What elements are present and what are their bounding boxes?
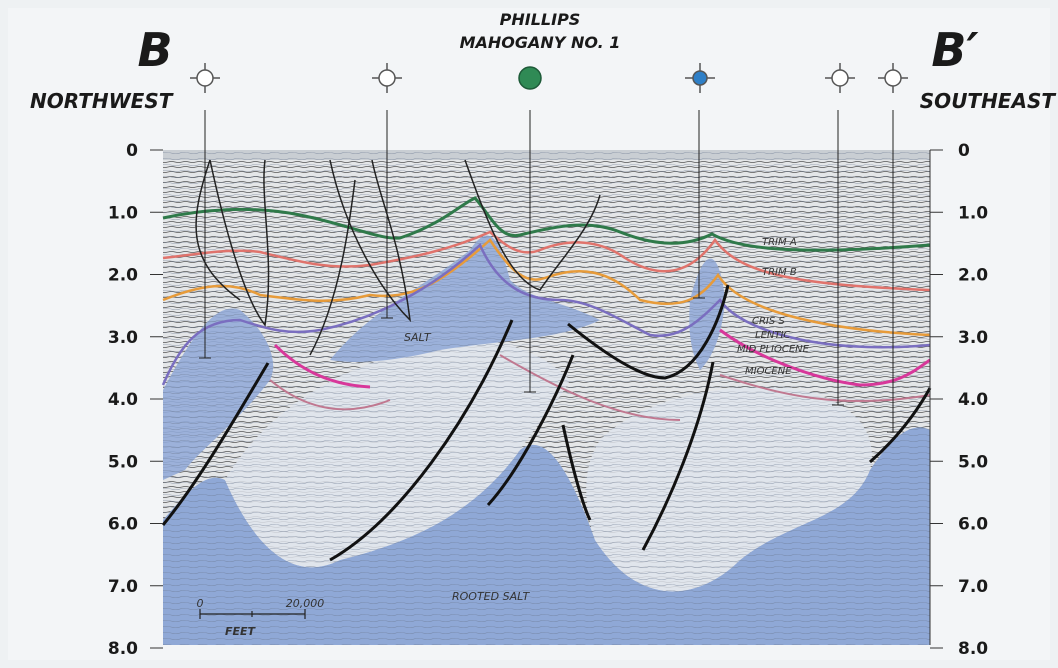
depth-label-right: 2.0 <box>958 266 988 286</box>
depth-label-left: 4.0 <box>108 390 138 410</box>
depth-label-right: 1.0 <box>958 203 988 223</box>
scale-end: 20,000 <box>286 597 325 610</box>
depth-label-right: 8.0 <box>958 639 988 659</box>
depth-label-right: 3.0 <box>958 328 988 348</box>
depth-label-right: 0 <box>958 141 970 161</box>
section-end-right: B′ <box>931 23 978 77</box>
section-end-left: B <box>137 23 172 77</box>
horizon-label: LENTIC <box>755 330 790 341</box>
horizon-label: CRIS S <box>752 316 785 327</box>
depth-label-left: 8.0 <box>108 639 138 659</box>
cross-section: PHILLIPS MAHOGANY NO. 1 B NORTHWEST B′ S… <box>0 0 1058 668</box>
horizon-label: MIOCENE <box>745 366 792 377</box>
depth-label-left: 3.0 <box>108 328 138 348</box>
depth-label-right: 7.0 <box>958 577 988 597</box>
horizon-label: TRIM A <box>762 237 797 248</box>
title: PHILLIPS <box>500 10 581 29</box>
rooted-salt-label: ROOTED SALT <box>452 590 530 603</box>
direction-left: NORTHWEST <box>30 89 174 113</box>
depth-label-right: 6.0 <box>958 515 988 535</box>
scale-unit: FEET <box>225 625 257 638</box>
horizon-label: TRIM B <box>762 267 797 278</box>
depth-label-left: 5.0 <box>108 452 138 472</box>
depth-label-right: 5.0 <box>958 452 988 472</box>
horizon-label: MID PLIOCENE <box>737 344 810 355</box>
depth-label-left: 7.0 <box>108 577 138 597</box>
depth-label-left: 2.0 <box>108 266 138 286</box>
depth-label-left: 6.0 <box>108 515 138 535</box>
seismic-panel <box>163 110 930 645</box>
depth-label-left: 0 <box>126 141 138 161</box>
subtitle: MAHOGANY NO. 1 <box>460 33 621 52</box>
depth-label-left: 1.0 <box>108 203 138 223</box>
depth-label-right: 4.0 <box>958 390 988 410</box>
page: {"header": {"title_line1": "PHILLIPS", "… <box>0 0 1058 668</box>
scale-start: 0 <box>197 597 204 610</box>
salt-label: SALT <box>404 331 432 344</box>
producing-well <box>519 67 541 89</box>
direction-right: SOUTHEAST <box>920 89 1057 113</box>
